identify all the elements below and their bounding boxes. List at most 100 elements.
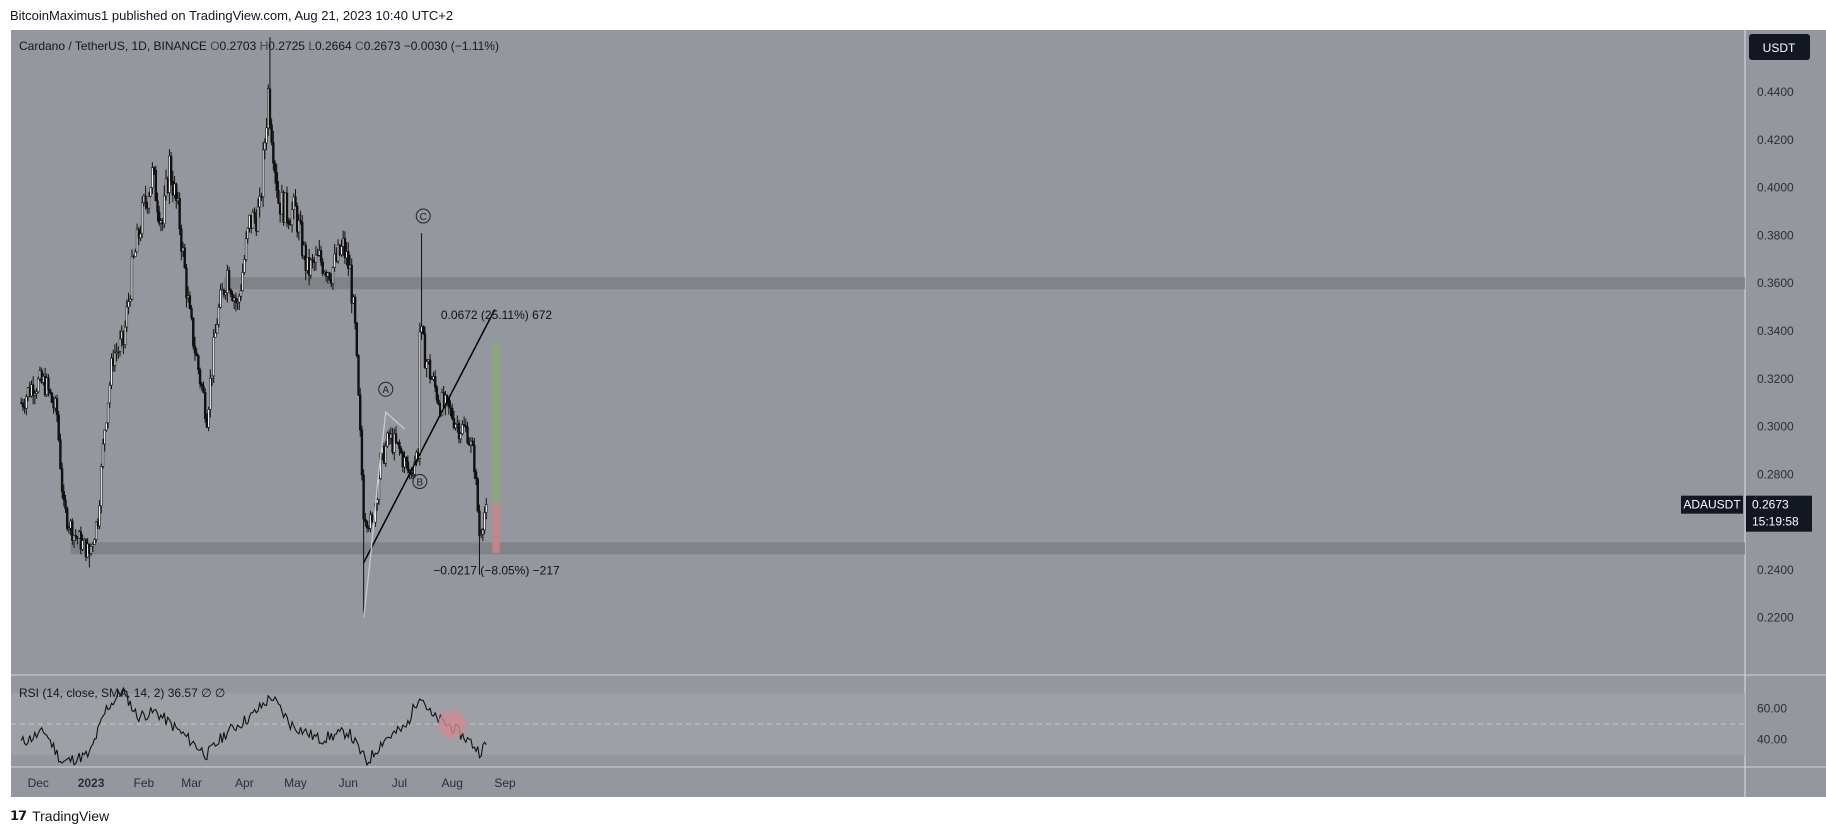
legend-low: 0.2664	[315, 39, 355, 53]
candle	[149, 187, 152, 198]
time-axis	[11, 767, 1745, 797]
candle-body	[217, 306, 221, 325]
candle-body	[243, 259, 246, 273]
candle-body	[452, 418, 456, 429]
rsi-tick: 40.00	[1757, 732, 1787, 746]
candle-body	[462, 424, 466, 427]
target-down-bar	[492, 503, 500, 554]
candle-body	[106, 402, 110, 424]
candle	[193, 336, 197, 361]
candle	[328, 272, 331, 282]
candle-body	[328, 272, 331, 280]
candle-body	[33, 393, 37, 396]
candle-body	[147, 196, 151, 209]
legend-open: 0.2703	[220, 39, 260, 53]
candle	[215, 318, 219, 334]
candle	[435, 384, 439, 404]
candle	[347, 242, 350, 277]
candle	[154, 165, 157, 202]
candle-body	[314, 254, 318, 263]
candle-body	[464, 425, 468, 428]
candle-body	[188, 295, 192, 309]
time-tick: Mar	[181, 776, 202, 790]
candle	[403, 451, 406, 474]
candle	[113, 344, 117, 372]
candle	[94, 521, 98, 543]
candle	[476, 477, 479, 513]
candle	[106, 402, 110, 429]
candle	[238, 293, 241, 311]
candle	[50, 392, 54, 404]
candle-body	[117, 350, 120, 353]
candle-body	[125, 306, 129, 328]
candle	[256, 198, 260, 233]
candle-body	[272, 142, 275, 164]
candle	[139, 225, 142, 242]
candle	[202, 381, 205, 394]
candle	[244, 231, 248, 262]
candle-body	[411, 473, 415, 476]
candle-body	[192, 317, 195, 347]
candle-body	[485, 504, 488, 513]
candle-body	[62, 491, 66, 501]
candle-body	[355, 322, 359, 356]
candle-body	[398, 441, 401, 449]
rsi-legend-value: 36.57	[168, 686, 201, 700]
candle	[422, 325, 425, 335]
rsi-legend-title: RSI (14, close, SMA, 14, 2)	[19, 686, 168, 700]
candle-body	[72, 535, 76, 541]
candle	[71, 518, 74, 545]
candle	[198, 367, 202, 389]
candle	[101, 438, 105, 469]
candle-body	[123, 326, 127, 345]
candle	[169, 151, 173, 186]
target-up-label: 0.0672 (25.11%) 672	[441, 308, 553, 322]
candle-body	[359, 394, 362, 431]
candle-body	[347, 251, 350, 269]
candles-group	[20, 37, 488, 618]
candle	[405, 456, 408, 469]
candle	[37, 376, 40, 394]
candle	[449, 400, 452, 417]
candle	[474, 468, 478, 486]
price-tick: 0.3200	[1757, 372, 1794, 386]
candle-body	[258, 196, 261, 208]
candle	[360, 425, 364, 481]
wave-b-label-ring	[412, 474, 428, 490]
candle	[243, 254, 246, 275]
price-tick: 0.3400	[1757, 324, 1794, 338]
candle-body	[158, 211, 161, 224]
candle-body	[244, 238, 248, 260]
candle	[299, 210, 302, 225]
candle	[110, 353, 113, 390]
candle-body	[203, 392, 207, 419]
wave-c-label-ring	[415, 208, 431, 224]
candle	[123, 320, 127, 349]
candle-body	[108, 384, 112, 404]
candle-body	[418, 331, 422, 459]
candle	[370, 512, 374, 524]
tradingview-brand-label: TradingView	[32, 808, 110, 824]
rsi-line	[20, 686, 487, 767]
publisher-header: BitcoinMaximus1 published on TradingView…	[10, 8, 454, 23]
price-tick: 0.2800	[1757, 467, 1794, 481]
candle-body	[81, 540, 84, 550]
wave-c-label-text: C	[420, 212, 427, 223]
candle-body	[91, 544, 94, 547]
candle-body	[50, 392, 54, 403]
candle-body	[149, 187, 152, 197]
candle	[60, 462, 64, 499]
candle	[268, 37, 272, 130]
candle-body	[48, 389, 52, 394]
candle-body	[394, 433, 398, 443]
candle-body	[212, 336, 215, 377]
candle	[364, 512, 367, 527]
candle	[130, 249, 134, 301]
candle	[217, 303, 221, 328]
candle	[147, 191, 151, 214]
candle	[48, 388, 52, 395]
candle-body	[231, 293, 234, 302]
price-tick: 0.3000	[1757, 420, 1794, 434]
candle-body	[405, 457, 408, 463]
